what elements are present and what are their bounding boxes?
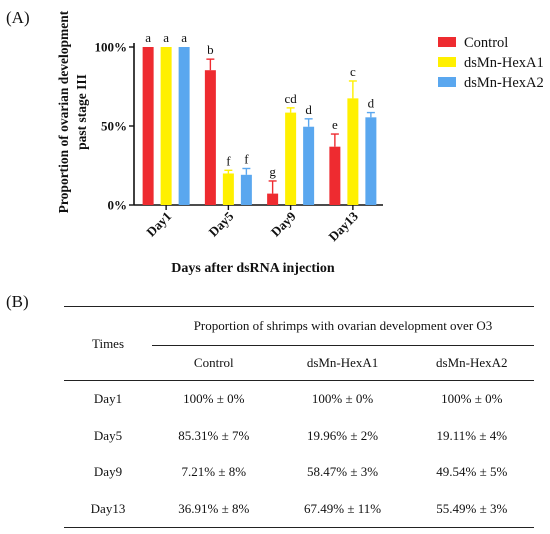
bar <box>365 117 377 205</box>
significance-letter: f <box>226 153 231 168</box>
legend-label: dsMn-HexA1 <box>464 55 544 71</box>
cell-control: 100% ± 0% <box>183 391 245 407</box>
y-axis-label-line-1: Proportion of ovarian development <box>56 10 71 213</box>
bar <box>347 98 359 205</box>
bar <box>142 47 154 205</box>
table-header-row: Times Proportion of shrimps with ovarian… <box>64 306 534 381</box>
cell-control: 7.21% ± 8% <box>181 464 247 480</box>
bar <box>160 47 172 205</box>
significance-letter: e <box>332 117 338 132</box>
x-tick-label: Day1 <box>143 209 174 240</box>
cell-hexa1: 19.96% ± 2% <box>307 427 379 443</box>
panel-a-label: (A) <box>6 8 30 27</box>
cell-hexa1: 67.49% ± 11% <box>304 500 382 516</box>
significance-letter: a <box>163 30 169 45</box>
x-axis-label: Days after dsRNA injection <box>171 261 335 276</box>
significance-letter: d <box>305 102 312 117</box>
y-tick-label: 100% <box>95 40 128 55</box>
table-row: Day13 36.91% ± 8% 67.49% ± 11% 55.49% ± … <box>64 491 534 528</box>
cell-control: 36.91% ± 8% <box>178 500 250 516</box>
times-header: Times <box>64 306 152 381</box>
legend-label: Control <box>464 35 508 51</box>
legend-swatch <box>438 57 456 67</box>
significance-letter: b <box>207 42 214 57</box>
summary-table: Times Proportion of shrimps with ovarian… <box>64 306 534 532</box>
significance-letter: c <box>350 64 356 79</box>
cell-hexa2: 55.49% ± 3% <box>436 500 508 516</box>
significance-letter: cd <box>284 91 297 106</box>
axes: 0% 50% 100% Day1 Day5 Day9 Day13 <box>95 40 383 244</box>
y-tick-label: 50% <box>101 119 127 134</box>
column-header-hexa1: dsMn-HexA1 <box>275 345 410 381</box>
bar <box>240 174 252 205</box>
legend-label: dsMn-HexA2 <box>464 75 544 91</box>
bar <box>303 126 315 205</box>
group-header: Proportion of shrimps with ovarian devel… <box>152 306 534 346</box>
bar-chart: Proportion of ovarian development past s… <box>56 10 544 276</box>
y-axis-label: Proportion of ovarian development past s… <box>56 10 89 213</box>
significance-letter: f <box>244 151 249 166</box>
bar <box>267 193 279 205</box>
panel-b-label: (B) <box>6 292 29 311</box>
x-tick-label: Day9 <box>268 208 299 239</box>
bars: a b g e a f cd c a f d d <box>142 30 377 205</box>
table-row: Day5 85.31% ± 7% 19.96% ± 2% 19.11% ± 4% <box>64 418 534 455</box>
cell-hexa2: 49.54% ± 5% <box>436 464 508 480</box>
table-row: Day9 7.21% ± 8% 58.47% ± 3% 49.54% ± 5% <box>64 454 534 491</box>
legend-swatch <box>438 37 456 47</box>
y-axis-label-line-2: past stage III <box>74 74 89 150</box>
cell-control: 85.31% ± 7% <box>178 427 250 443</box>
table-subheader-row: Control dsMn-HexA1 dsMn-HexA2 <box>64 345 534 381</box>
cell-hexa1: 100% ± 0% <box>311 391 374 407</box>
bar <box>285 112 297 205</box>
cell-hexa1: 58.47% ± 3% <box>307 464 379 480</box>
cell-hexa2: 19.11% ± 4% <box>436 427 508 443</box>
x-tick-label: Day5 <box>205 208 236 239</box>
row-time: Day1 <box>93 391 123 407</box>
column-header-control: Control <box>152 345 276 381</box>
significance-letter: a <box>181 30 187 45</box>
column-header-hexa2: dsMn-HexA2 <box>409 345 534 381</box>
significance-letter: a <box>145 30 151 45</box>
bar <box>204 70 216 205</box>
legend-swatch <box>438 77 456 87</box>
significance-letter: d <box>368 96 375 111</box>
table-row: Day1 100% ± 0% 100% ± 0% 100% ± 0% <box>64 381 534 418</box>
cell-hexa2: 100% ± 0% <box>441 391 503 407</box>
significance-letter: g <box>269 164 276 179</box>
row-time: Day9 <box>93 464 123 480</box>
row-time: Day5 <box>93 427 123 443</box>
bar <box>178 47 190 205</box>
bar <box>329 146 341 205</box>
row-time: Day13 <box>90 500 126 516</box>
bar <box>222 173 234 205</box>
legend: Control dsMn-HexA1 dsMn-HexA2 <box>438 35 544 91</box>
y-tick-label: 0% <box>108 198 128 213</box>
x-tick-label: Day13 <box>325 208 361 244</box>
